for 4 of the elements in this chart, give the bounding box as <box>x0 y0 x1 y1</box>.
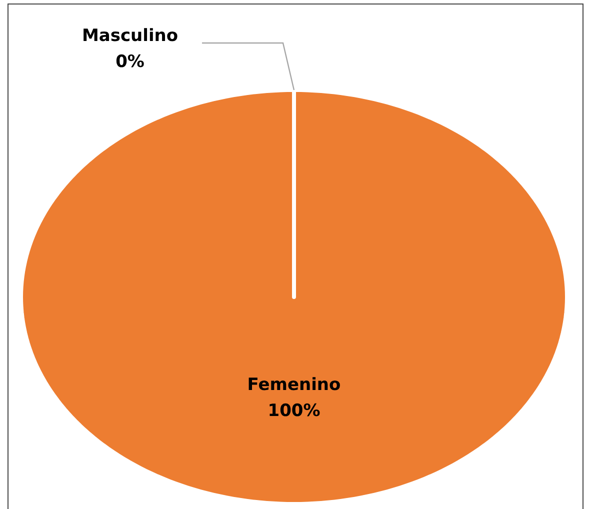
category-label: Masculino <box>82 26 178 46</box>
text: 0% <box>116 52 144 72</box>
data-label: 100% <box>268 400 320 421</box>
slice-label: Femenino <box>247 374 341 395</box>
